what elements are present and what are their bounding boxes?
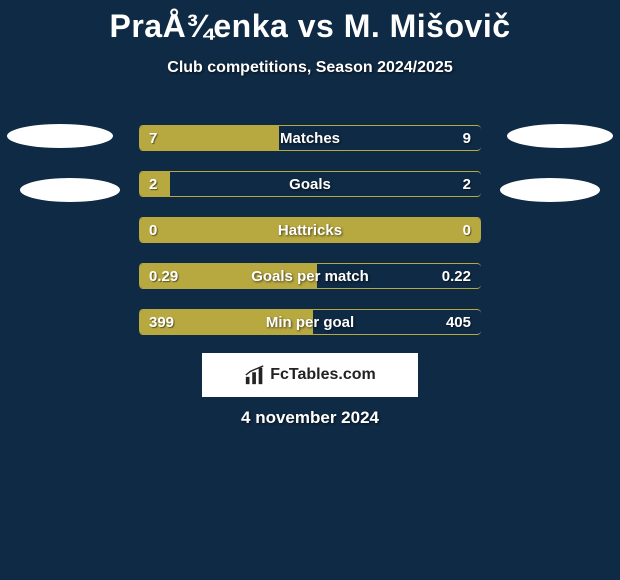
stat-row-gpm: 0.29 Goals per match 0.22 bbox=[139, 263, 481, 289]
stat-row-mpg: 399 Min per goal 405 bbox=[139, 309, 481, 335]
stat-row-hattricks: 0 Hattricks 0 bbox=[139, 217, 481, 243]
stat-row-goals: 2 Goals 2 bbox=[139, 171, 481, 197]
stat-value-right: 0.22 bbox=[442, 264, 471, 290]
fctables-logo[interactable]: FcTables.com bbox=[202, 353, 418, 397]
bar-left bbox=[139, 126, 279, 150]
stat-value-left: 399 bbox=[149, 310, 174, 336]
stat-row-matches: 7 Matches 9 bbox=[139, 125, 481, 151]
stat-value-right: 2 bbox=[463, 172, 471, 198]
bar-chart-icon bbox=[244, 364, 266, 386]
bar-right bbox=[317, 218, 481, 242]
stat-value-left: 2 bbox=[149, 172, 157, 198]
stat-value-right: 9 bbox=[463, 126, 471, 152]
stat-value-left: 7 bbox=[149, 126, 157, 152]
stat-label: Goals bbox=[139, 172, 481, 198]
stat-value-left: 0 bbox=[149, 218, 157, 244]
bar-left bbox=[139, 218, 317, 242]
comparison-chart: 7 Matches 9 2 Goals 2 0 Hattricks 0 0.29… bbox=[139, 125, 481, 355]
stat-value-right: 0 bbox=[463, 218, 471, 244]
subtitle: Club competitions, Season 2024/2025 bbox=[0, 59, 620, 77]
player-left-shape-1 bbox=[7, 124, 113, 148]
stat-value-left: 0.29 bbox=[149, 264, 178, 290]
player-left-shape-2 bbox=[20, 178, 120, 202]
page-title: PraÅ¾enka vs M. Mišovič bbox=[0, 0, 620, 45]
logo-text: FcTables.com bbox=[270, 366, 376, 384]
player-right-shape-1 bbox=[507, 124, 613, 148]
stat-value-right: 405 bbox=[446, 310, 471, 336]
player-right-shape-2 bbox=[500, 178, 600, 202]
date-label: 4 november 2024 bbox=[0, 408, 620, 428]
